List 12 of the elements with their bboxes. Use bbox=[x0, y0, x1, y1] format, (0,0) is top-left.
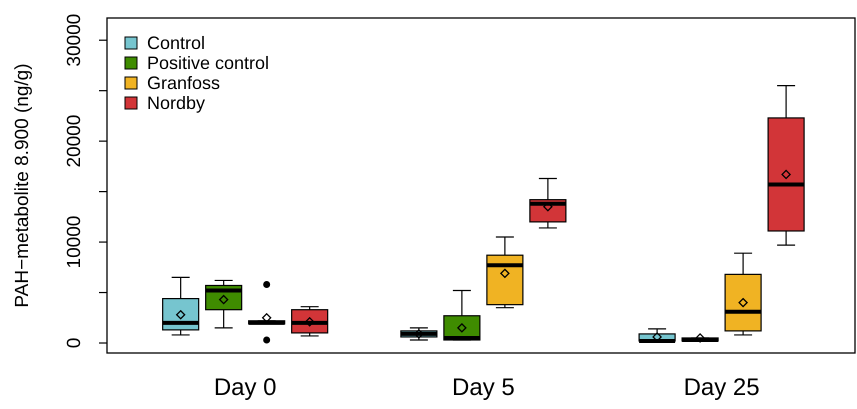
x-tick-label: Day 0 bbox=[214, 374, 277, 401]
y-tick-label: 10000 bbox=[64, 216, 85, 268]
y-tick-label: 0 bbox=[64, 338, 85, 348]
legend-label: Control bbox=[147, 33, 206, 53]
legend-label: Nordby bbox=[147, 93, 206, 113]
y-tick-label: 30000 bbox=[64, 14, 85, 67]
y-axis-title: PAH−metabolite 8.900 (ng/g) bbox=[12, 63, 33, 308]
x-tick-label: Day 25 bbox=[684, 374, 760, 401]
legend-label: Granfoss bbox=[147, 73, 220, 93]
legend-label: Positive control bbox=[147, 53, 270, 73]
y-tick-label: 20000 bbox=[64, 114, 85, 168]
x-tick-label: Day 5 bbox=[452, 374, 515, 401]
